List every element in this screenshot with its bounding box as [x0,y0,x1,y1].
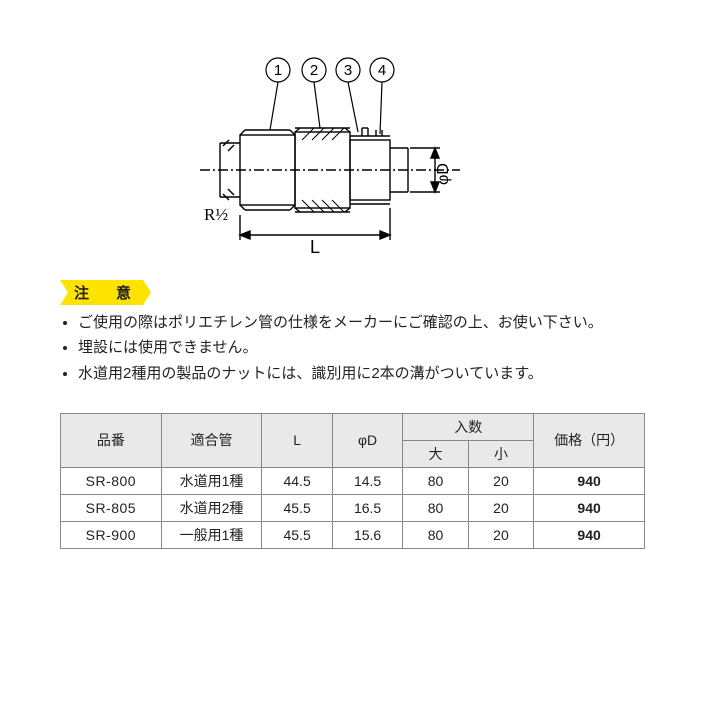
th-qty-large: 大 [403,440,468,467]
diagram-area: 1 2 3 4 L φD R½ [60,40,670,270]
attention-row: 注 意 [60,280,670,305]
attention-item: 埋設には使用できません。 [78,336,670,359]
cell-pn: SR-800 [61,467,162,494]
length-label: L [310,237,320,257]
cell-qs: 20 [468,494,533,521]
th-d: φD [332,413,402,467]
th-fit: 適合管 [161,413,262,467]
th-qty-small: 小 [468,440,533,467]
cell-ql: 80 [403,494,468,521]
cell-l: 45.5 [262,494,332,521]
cell-price: 940 [534,467,645,494]
attention-badge: 注 意 [60,280,151,305]
cell-l: 45.5 [262,521,332,548]
fitting-diagram: 1 2 3 4 L φD R½ [190,40,510,260]
cell-d: 14.5 [332,467,402,494]
attention-list: ご使用の際はポリエチレン管の仕様をメーカーにご確認の上、お使い下さい。 埋設には… [60,311,670,385]
table-row: SR-800 水道用1種 44.5 14.5 80 20 940 [61,467,645,494]
th-price: 価格（円） [534,413,645,467]
callout-4: 4 [378,62,386,79]
cell-price: 940 [534,494,645,521]
spec-table: 品番 適合管 L φD 入数 価格（円） 大 小 SR-800 水道用1種 44… [60,413,645,549]
cell-qs: 20 [468,521,533,548]
table-row: SR-805 水道用2種 45.5 16.5 80 20 940 [61,494,645,521]
thread-label: R½ [204,205,228,224]
cell-d: 15.6 [332,521,402,548]
attention-item: 水道用2種用の製品のナットには、識別用に2本の溝がついています。 [78,362,670,385]
callout-2: 2 [310,62,318,79]
callout-1: 1 [274,62,282,79]
cell-l: 44.5 [262,467,332,494]
th-l: L [262,413,332,467]
cell-qs: 20 [468,467,533,494]
th-partno: 品番 [61,413,162,467]
cell-ql: 80 [403,521,468,548]
attention-item: ご使用の際はポリエチレン管の仕様をメーカーにご確認の上、お使い下さい。 [78,311,670,334]
cell-price: 940 [534,521,645,548]
table-row: SR-900 一般用1種 45.5 15.6 80 20 940 [61,521,645,548]
cell-pn: SR-805 [61,494,162,521]
cell-fit: 水道用2種 [161,494,262,521]
cell-pn: SR-900 [61,521,162,548]
cell-d: 16.5 [332,494,402,521]
cell-ql: 80 [403,467,468,494]
cell-fit: 水道用1種 [161,467,262,494]
callout-3: 3 [344,62,352,79]
th-qty: 入数 [403,413,534,440]
diameter-label: φD [435,163,452,185]
cell-fit: 一般用1種 [161,521,262,548]
